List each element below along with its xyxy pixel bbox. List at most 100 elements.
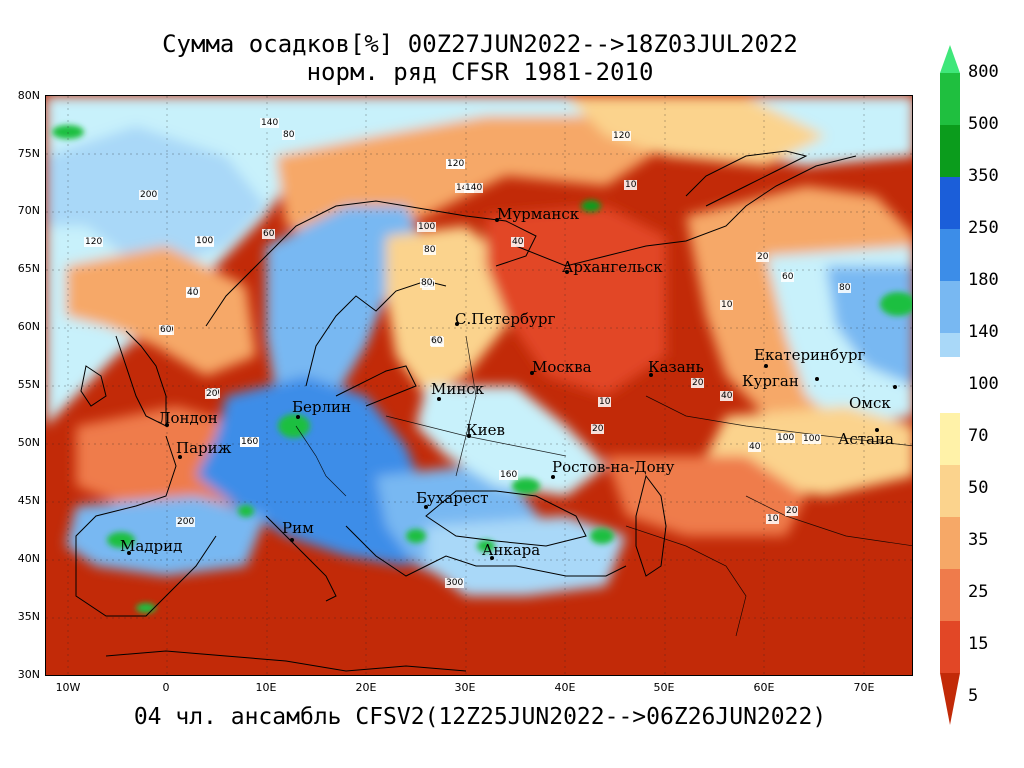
colorbar-label-140: 140 (968, 322, 999, 342)
city-dot-minsk (437, 397, 441, 401)
city-label-omsk: Омск (849, 394, 891, 412)
colorbar-bottom-arrow (940, 673, 960, 725)
city-label-bucharest: Бухарест (416, 489, 489, 507)
lon-label-20e: 20E (355, 681, 377, 694)
contour-label: 120 (612, 131, 632, 141)
wet-spot-spain-south (136, 603, 156, 613)
city-label-moscow: Москва (532, 358, 592, 376)
city-label-ankara: Анкара (482, 541, 541, 559)
contour-label: 100 (776, 433, 796, 443)
colorbar-label-15: 15 (968, 634, 989, 654)
city-label-london: Лондон (158, 409, 218, 427)
contour-label: 10 (624, 180, 638, 190)
contour-label: 60 (262, 229, 276, 239)
contour-label: 80 (282, 130, 296, 140)
coast-balkans-turkey (345, 525, 627, 577)
city-label-yekaterinburg: Екатеринбург (754, 346, 866, 364)
lat-label-80n: 80N (17, 89, 40, 102)
wet-spot-germany (278, 414, 310, 438)
contour-label: 40 (748, 442, 762, 452)
city-label-rostov: Ростов-на-Дону (552, 458, 675, 476)
contour-label: 200 (139, 190, 159, 200)
city-label-kurgan: Курган (742, 372, 799, 390)
contour-label: 10 (598, 397, 612, 407)
colorbar-label-800: 800 (968, 62, 999, 82)
map-title-line-1: Сумма осадков[%] 00Z27JUN2022-->18Z03JUL… (162, 30, 798, 58)
city-dot-paris (178, 455, 182, 459)
contour-label: 40 (720, 391, 734, 401)
coast-italy (265, 515, 337, 602)
contour-label: 10 (766, 514, 780, 524)
lat-label-50n: 50N (17, 436, 40, 449)
colorbar-seg-180 (940, 281, 960, 333)
field-russia-orange-west (486, 206, 666, 396)
city-label-madrid: Мадрид (120, 537, 183, 555)
coast-france-iberia (75, 435, 217, 617)
country-borders (295, 335, 912, 637)
field-ukraine-pale (416, 386, 606, 496)
lat-label-30n: 30N (17, 668, 40, 681)
ensemble-footer: 04 чл. ансамбль CFSV2(12Z25JUN2022-->06Z… (133, 704, 827, 730)
lon-label-30e: 30E (454, 681, 476, 694)
city-dot-madrid (127, 551, 131, 555)
contour-label: 40 (186, 288, 200, 298)
colorbar-label-5: 5 (968, 686, 979, 706)
contour-label: 60 (159, 325, 173, 335)
contour-label: 100 (195, 236, 215, 246)
wet-spot-caucasus (477, 540, 495, 552)
city-dot-moscow (530, 371, 534, 375)
colorbar-seg-70 (940, 413, 960, 465)
coast-north-africa (105, 650, 467, 672)
wet-spot-italy (238, 505, 254, 517)
city-dot-berlin (296, 415, 300, 419)
contour-label: 160 (499, 470, 519, 480)
field-iberia-orange (76, 406, 256, 516)
colorbar-label-50: 50 (968, 478, 989, 498)
contour-label: 20 (205, 389, 219, 399)
city-label-berlin: Берлин (292, 398, 352, 416)
city-dot-kazan (649, 373, 653, 377)
field-mediterranean-blue (66, 496, 266, 576)
colorbar-label-500: 500 (968, 114, 999, 134)
precipitation-map (45, 95, 913, 676)
colorbar-seg-15 (940, 621, 960, 673)
contour-label: 20 (591, 424, 605, 434)
city-dot-kurgan (815, 377, 819, 381)
contour-label: 100 (802, 434, 822, 444)
colorbar-label-180: 180 (968, 270, 999, 290)
contour-label: 80 (420, 278, 434, 288)
colorbar-seg-140 (940, 333, 960, 357)
contour-label: 120 (446, 159, 466, 169)
coast-baltic (335, 365, 417, 407)
city-label-arkhangelsk: Архангельск (562, 258, 663, 276)
lon-label-10e: 10E (255, 681, 277, 694)
city-label-spb: С.Петербург (455, 310, 556, 328)
city-dot-rome (290, 538, 294, 542)
contour-label: 80 (838, 283, 852, 293)
city-dot-london (165, 423, 169, 427)
city-dot-omsk (893, 385, 897, 389)
lon-label-50e: 50E (653, 681, 675, 694)
city-dot-yekaterinburg (764, 364, 768, 368)
coast-novaya-zemlya (685, 150, 808, 207)
city-label-kazan: Казань (648, 358, 704, 376)
contour-label: 80 (423, 245, 437, 255)
city-dot-ankara (490, 556, 494, 560)
lat-label-65n: 65N (17, 262, 40, 275)
lat-label-45n: 45N (17, 494, 40, 507)
colorbar-seg-35 (940, 517, 960, 569)
field-arctic-pale (566, 96, 826, 166)
city-label-murmansk: Мурманск (497, 205, 580, 223)
coastlines (75, 150, 857, 672)
colorbar-label-70: 70 (968, 426, 989, 446)
coast-black-sea (425, 490, 587, 547)
colorbar-seg-50 (940, 465, 960, 517)
wet-spot-iberia (107, 532, 135, 548)
wet-spot-greece (406, 529, 426, 543)
city-dot-murmansk (495, 218, 499, 222)
contour-label: 20 (785, 506, 799, 516)
city-label-minsk: Минск (431, 380, 485, 398)
colorbar-seg-100 (940, 357, 960, 413)
coast-norway (205, 200, 407, 327)
colorbar-seg-500 (940, 73, 960, 125)
